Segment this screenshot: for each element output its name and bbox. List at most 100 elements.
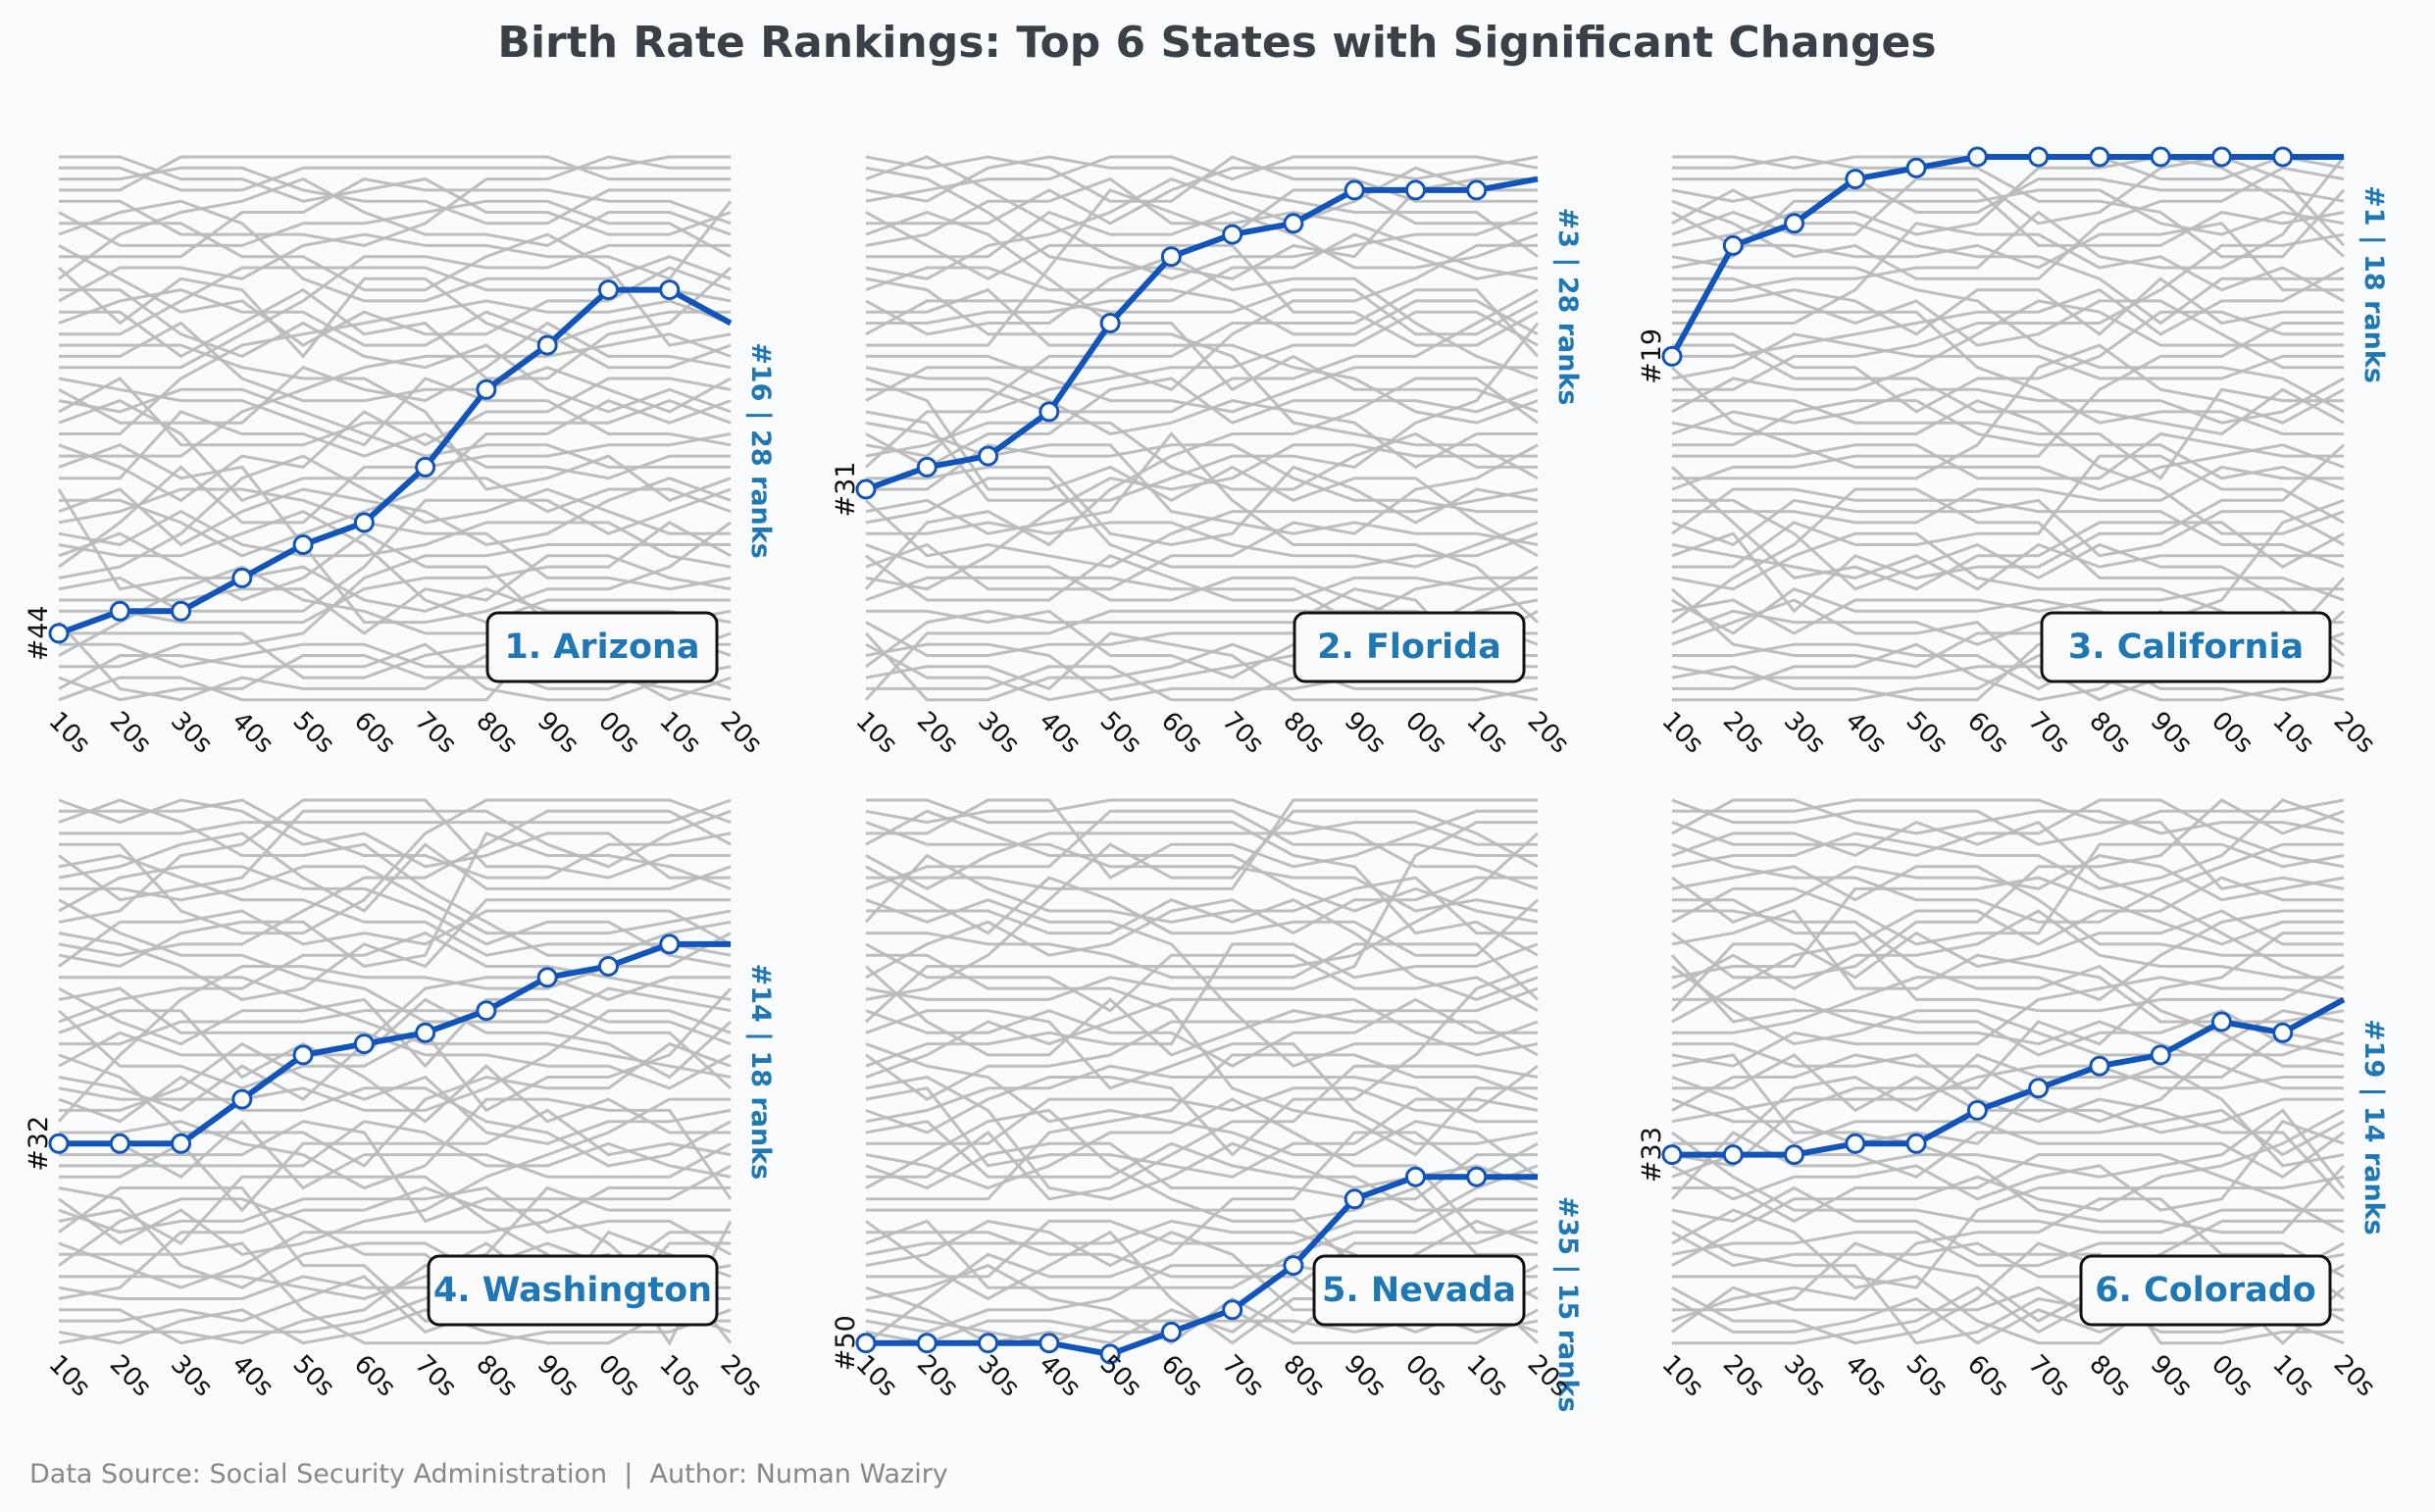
context-line [1672, 898, 2345, 1013]
context-line [865, 942, 1539, 1068]
context-line [1671, 487, 2345, 624]
context-line [864, 377, 1539, 590]
highlight-point [1404, 179, 1426, 201]
highlight-point [2028, 1078, 2050, 1099]
context-line [59, 798, 732, 880]
context-line [59, 166, 731, 226]
context-line [865, 576, 1538, 625]
context-line [865, 210, 1539, 414]
highlight-point [476, 1000, 497, 1022]
footer-source: Data Source: Social Security Administrat… [29, 1459, 948, 1489]
context-line [1672, 155, 2346, 259]
context-line [866, 288, 1539, 414]
start-rank-label: #50 [831, 1315, 861, 1371]
highlight-point [1404, 1166, 1426, 1187]
context-line [58, 509, 731, 625]
highlight-point [2150, 146, 2171, 168]
highlight-point [978, 445, 999, 467]
context-line [58, 288, 732, 370]
context-line [58, 1308, 732, 1345]
context-line [59, 1041, 732, 1145]
highlight-point [292, 1044, 314, 1066]
highlight-point [978, 1333, 999, 1354]
highlight-point [855, 1333, 877, 1354]
context-line [865, 377, 1539, 470]
context-line [866, 521, 1539, 569]
context-line [865, 243, 1538, 402]
context-line [866, 354, 1538, 414]
highlight-point [536, 334, 558, 356]
highlight-point [353, 1033, 375, 1055]
highlight-point [1905, 157, 1927, 178]
context-line [1672, 798, 2345, 891]
context-line [865, 288, 1540, 458]
highlight-point [536, 967, 558, 988]
highlight-point [659, 279, 681, 301]
context-line [1671, 443, 2346, 614]
highlight-point [1661, 1144, 1683, 1166]
context-line [59, 798, 732, 935]
highlight-point [1784, 1144, 1805, 1166]
highlight-point [171, 600, 192, 622]
highlight-point [597, 956, 619, 977]
context-line [58, 199, 732, 259]
context-line [59, 543, 731, 669]
context-line [865, 631, 1539, 702]
context-line [59, 798, 732, 835]
context-line [865, 1009, 1539, 1145]
context-line [59, 865, 732, 935]
context-line [59, 1241, 732, 1345]
context-line [58, 798, 731, 924]
context-line [1672, 343, 2345, 480]
start-rank-label: #32 [24, 1116, 54, 1172]
panel-label: 4. Washington [433, 1271, 712, 1310]
highlight-point [659, 933, 681, 955]
context-line [865, 865, 1540, 957]
context-line [866, 1064, 1539, 1145]
context-line [865, 288, 1539, 336]
context-line [1671, 166, 2345, 280]
highlight-point [1283, 213, 1304, 234]
context-line [58, 809, 732, 957]
context-line [865, 587, 1538, 669]
context-line [865, 821, 1538, 1001]
context-line [866, 287, 1539, 425]
context-line [58, 809, 732, 902]
context-line [1670, 909, 2344, 1012]
highlight-point [415, 456, 436, 478]
context-line [59, 1119, 732, 1190]
context-line [1672, 387, 2344, 480]
context-line [1672, 1031, 2345, 1145]
context-line [866, 1053, 1539, 1201]
end-rank-label: #14 | 18 ranks [745, 964, 776, 1181]
context-line [58, 997, 733, 1080]
context-line [1672, 156, 2346, 292]
highlight-point [48, 1133, 70, 1154]
context-line [865, 1042, 1539, 1179]
context-line [865, 421, 1538, 491]
context-line [58, 1185, 731, 1345]
highlight-point [2210, 146, 2232, 168]
context-line [1672, 498, 2346, 657]
panel-label-box [2079, 1254, 2332, 1327]
context-line [1671, 299, 2344, 414]
end-rank-label: #16 | 28 ranks [745, 342, 776, 559]
context-line [1671, 1197, 2345, 1323]
context-line [864, 631, 1539, 702]
end-rank-label: #3 | 28 ranks [1552, 208, 1583, 406]
highlight-point [1722, 1144, 1744, 1166]
context-line [864, 965, 1539, 1057]
context-line [1671, 798, 2345, 846]
context-line [866, 155, 1539, 226]
highlight-point [1099, 313, 1121, 333]
context-line [1671, 1231, 2345, 1279]
panel-label: 5. Nevada [1322, 1271, 1516, 1310]
context-line [59, 266, 733, 380]
context-line [1671, 1064, 2344, 1124]
context-line [1671, 322, 2344, 491]
context-line [57, 266, 731, 359]
highlight-point [2028, 146, 2050, 168]
context-line [58, 931, 732, 1024]
